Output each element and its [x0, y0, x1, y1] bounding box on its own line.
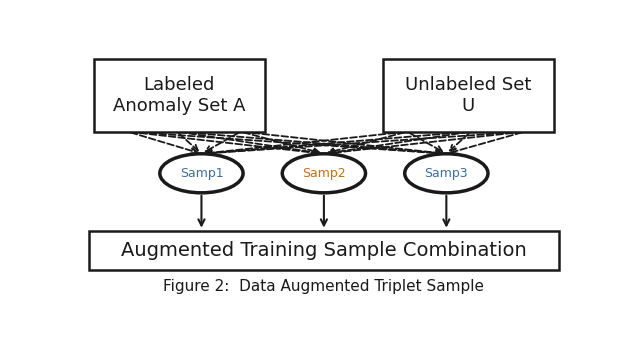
Text: Samp1: Samp1: [179, 167, 223, 180]
Text: Figure 2:  Data Augmented Triplet Sample: Figure 2: Data Augmented Triplet Sample: [164, 279, 484, 294]
FancyBboxPatch shape: [94, 59, 265, 132]
Text: Labeled
Anomaly Set A: Labeled Anomaly Set A: [113, 76, 246, 115]
Text: Unlabeled Set
U: Unlabeled Set U: [405, 76, 532, 115]
Ellipse shape: [283, 154, 365, 193]
Ellipse shape: [160, 154, 243, 193]
Text: Samp2: Samp2: [302, 167, 346, 180]
Ellipse shape: [404, 154, 488, 193]
Text: Augmented Training Sample Combination: Augmented Training Sample Combination: [121, 241, 527, 260]
FancyBboxPatch shape: [383, 59, 554, 132]
Text: Samp3: Samp3: [425, 167, 468, 180]
FancyBboxPatch shape: [88, 231, 559, 270]
